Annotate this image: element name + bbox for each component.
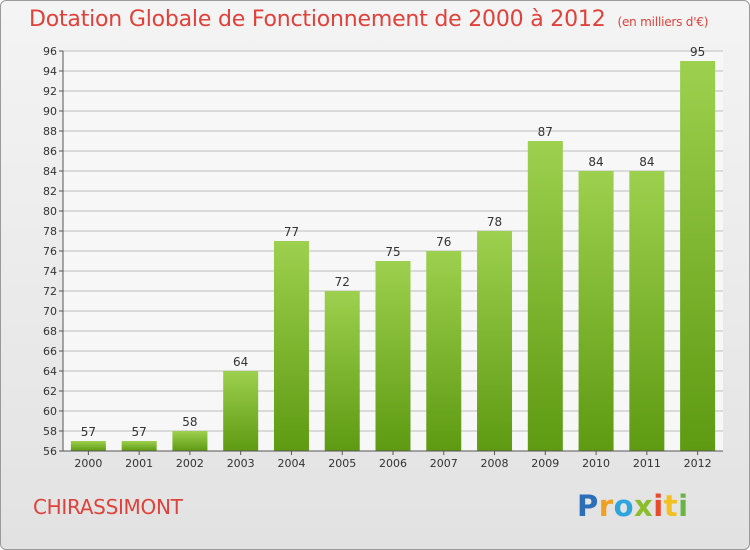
data-label-2000: 57 bbox=[81, 425, 96, 439]
x-tick-label-2002: 2002 bbox=[176, 457, 204, 470]
bars bbox=[70, 61, 716, 451]
y-tick-label: 76 bbox=[43, 245, 57, 258]
bar-2005 bbox=[324, 291, 360, 451]
y-tick-label: 88 bbox=[43, 125, 57, 138]
data-label-2001: 57 bbox=[132, 425, 147, 439]
y-tick-label: 84 bbox=[43, 165, 57, 178]
y-tick-label: 62 bbox=[43, 385, 57, 398]
x-axis: 2000 2001 2002 2003 2004 2005 2006 2007 2008 2009… bbox=[63, 450, 723, 470]
bar-2010 bbox=[578, 171, 614, 451]
y-tick-label: 56 bbox=[43, 445, 57, 458]
bar-2002 bbox=[172, 431, 208, 451]
x-tick-label-2005: 2005 bbox=[328, 457, 356, 470]
data-labels: 57 57 58 64 77 72 75 76 78 87 84 84 95 bbox=[81, 45, 706, 439]
y-axis: 56 58 60 62 64 66 68 70 72 74 76 78 80 82 84 86 88 90 92 94… bbox=[43, 45, 64, 458]
data-label-2007: 76 bbox=[436, 235, 451, 249]
y-tick-label: 94 bbox=[43, 65, 57, 78]
bar-2001 bbox=[121, 441, 157, 451]
y-tick-label: 78 bbox=[43, 225, 57, 238]
x-tick-label-2010: 2010 bbox=[582, 457, 610, 470]
data-label-2005: 72 bbox=[335, 275, 350, 289]
x-tick-label-2009: 2009 bbox=[531, 457, 559, 470]
y-tick-label: 90 bbox=[43, 105, 57, 118]
y-tick-label: 66 bbox=[43, 345, 57, 358]
x-tick-label-2003: 2003 bbox=[227, 457, 255, 470]
data-label-2002: 58 bbox=[182, 415, 197, 429]
y-tick-label: 74 bbox=[43, 265, 57, 278]
x-tick-label-2001: 2001 bbox=[125, 457, 153, 470]
y-tick-label: 92 bbox=[43, 85, 57, 98]
x-tick-label-2007: 2007 bbox=[430, 457, 458, 470]
x-tick-label-2006: 2006 bbox=[379, 457, 407, 470]
bar-2011 bbox=[629, 171, 665, 451]
x-tick-label-2008: 2008 bbox=[481, 457, 509, 470]
data-label-2006: 75 bbox=[385, 245, 400, 259]
bar-2003 bbox=[223, 371, 259, 451]
chart-title: Dotation Globale de Fonctionnement de 20… bbox=[29, 7, 708, 32]
bar-2004 bbox=[273, 241, 309, 451]
y-tick-label: 70 bbox=[43, 305, 57, 318]
bar-2007 bbox=[426, 251, 462, 451]
x-tick-label-2004: 2004 bbox=[277, 457, 305, 470]
commune-name: CHIRASSIMONT bbox=[33, 495, 183, 519]
y-tick-label: 68 bbox=[43, 325, 57, 338]
bar-2008 bbox=[477, 231, 513, 451]
unit-note: (en milliers d'€) bbox=[617, 15, 709, 29]
data-label-2010: 84 bbox=[588, 155, 603, 169]
y-tick-label: 96 bbox=[43, 45, 57, 58]
bar-2009 bbox=[527, 141, 563, 451]
data-label-2012: 95 bbox=[690, 45, 705, 59]
bar-2012 bbox=[680, 61, 716, 451]
y-tick-label: 82 bbox=[43, 185, 57, 198]
y-tick-label: 60 bbox=[43, 405, 57, 418]
y-tick-label: 86 bbox=[43, 145, 57, 158]
data-label-2004: 77 bbox=[284, 225, 299, 239]
x-tick-label-2000: 2000 bbox=[74, 457, 102, 470]
chart-title-text: Dotation Globale de Fonctionnement de 20… bbox=[29, 7, 606, 32]
y-tick-label: 72 bbox=[43, 285, 57, 298]
proxiti-logo: Proxiti bbox=[577, 489, 689, 523]
y-tick-label: 80 bbox=[43, 205, 57, 218]
x-tick-label-2011: 2011 bbox=[633, 457, 661, 470]
data-label-2011: 84 bbox=[639, 155, 654, 169]
data-label-2003: 64 bbox=[233, 355, 248, 369]
y-tick-label: 64 bbox=[43, 365, 57, 378]
bar-2006 bbox=[375, 261, 411, 451]
data-label-2008: 78 bbox=[487, 215, 502, 229]
y-tick-label: 58 bbox=[43, 425, 57, 438]
bar-2000 bbox=[70, 441, 106, 451]
x-tick-label-2012: 2012 bbox=[684, 457, 712, 470]
data-label-2009: 87 bbox=[538, 125, 553, 139]
